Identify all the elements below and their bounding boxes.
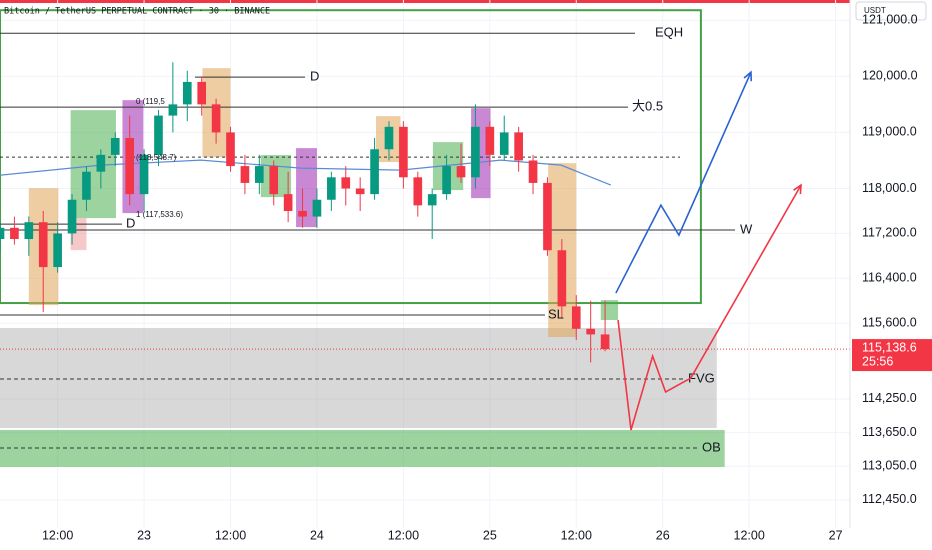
candle-body bbox=[139, 154, 149, 195]
y-tick-label: 115,600.0 bbox=[862, 315, 917, 329]
candle-body bbox=[154, 115, 163, 155]
candle-body bbox=[298, 210, 307, 217]
level-label: SL bbox=[548, 306, 564, 321]
level-label: W bbox=[740, 221, 753, 236]
candle-body bbox=[255, 166, 264, 183]
fib-label: 0 (119,5 bbox=[136, 97, 165, 106]
moving-average bbox=[0, 159, 612, 186]
y-tick-label: 121,000.0 bbox=[862, 12, 918, 26]
candle-body bbox=[528, 160, 538, 183]
currency-button[interactable] bbox=[855, 1, 927, 21]
y-tick-label: 113,050.0 bbox=[862, 459, 917, 473]
y-tick-label: 113,650.0 bbox=[862, 425, 917, 439]
y-tick-label: 117,200.0 bbox=[862, 226, 917, 240]
box bbox=[70, 110, 116, 219]
price-axis-panel bbox=[850, 0, 932, 550]
level-label: D bbox=[310, 69, 319, 84]
arrow-head bbox=[793, 183, 802, 195]
candle-body bbox=[110, 138, 120, 155]
chart-title: Bitcoin / TetherUS PERPETUAL CONTRACT · … bbox=[4, 7, 270, 17]
top-border bbox=[0, 0, 850, 3]
candle-body bbox=[586, 328, 595, 335]
x-tick-label: 12:00 bbox=[388, 528, 419, 542]
candle-body bbox=[182, 81, 192, 105]
box bbox=[600, 300, 619, 321]
plot: EQH D 大0.5 D W SL FVG OB 0 (119,5 (118,548.7) 1 (1… bbox=[0, 0, 850, 528]
level-label: 大0.5 bbox=[632, 99, 663, 114]
projection bbox=[617, 184, 802, 431]
candle-body bbox=[471, 126, 480, 178]
candle-body bbox=[485, 126, 495, 155]
candle-body bbox=[0, 227, 5, 240]
zone bbox=[0, 9, 702, 305]
y-tick-label: 120,000.0 bbox=[862, 69, 918, 83]
fib-label: 1 (117,533.6) bbox=[136, 210, 183, 219]
candle-body bbox=[600, 334, 610, 350]
level-label: D bbox=[126, 216, 135, 231]
candle-body bbox=[341, 177, 351, 189]
candle-body bbox=[211, 104, 221, 133]
level-label: OB bbox=[702, 439, 721, 454]
y-tick-label: 119,000.0 bbox=[862, 125, 917, 139]
fib-label: (118,548.7) bbox=[136, 153, 177, 162]
y-tick-label: 112,450.0 bbox=[862, 492, 917, 506]
x-tick-label: 27 bbox=[829, 528, 843, 542]
currency[interactable]: USDT bbox=[864, 6, 886, 15]
price-tag-label: 115,138.6 bbox=[862, 340, 917, 354]
x-tick-label: 25 bbox=[483, 528, 497, 542]
x-tick-label: 12:00 bbox=[215, 528, 246, 542]
candle-body bbox=[312, 199, 322, 217]
candle-body bbox=[413, 177, 423, 206]
x-tick-label: 12:00 bbox=[42, 528, 73, 542]
candle-body bbox=[384, 126, 394, 150]
candle-body bbox=[557, 250, 567, 307]
candle-body bbox=[197, 81, 207, 105]
candle-body bbox=[370, 149, 379, 195]
candle-body bbox=[327, 177, 336, 200]
candle-body bbox=[399, 126, 408, 178]
x-tick-label: 12:00 bbox=[561, 528, 592, 542]
candle-body bbox=[514, 132, 523, 161]
arrow-head bbox=[743, 70, 753, 82]
candle-body bbox=[427, 194, 437, 206]
candle-body bbox=[283, 194, 293, 211]
candle-body bbox=[442, 166, 451, 195]
candle-body bbox=[240, 166, 250, 183]
x-tick-label: 23 bbox=[137, 528, 151, 542]
candle-body bbox=[10, 227, 19, 240]
candle-body bbox=[82, 171, 91, 200]
y-tick-label: 116,400.0 bbox=[862, 271, 917, 285]
candle-body bbox=[38, 222, 48, 268]
y-tick-label: 118,000.0 bbox=[862, 181, 917, 195]
candle-body bbox=[226, 132, 235, 167]
candle-body bbox=[125, 138, 134, 195]
candle-body bbox=[53, 233, 62, 268]
candle-body bbox=[168, 104, 178, 116]
projection bbox=[615, 71, 752, 294]
candle-body bbox=[269, 166, 279, 195]
candle-body bbox=[499, 132, 509, 155]
x-tick-label: 12:00 bbox=[734, 528, 765, 542]
x-tick-label: 26 bbox=[656, 528, 670, 542]
candle-body bbox=[355, 188, 365, 195]
y-tick-label: 114,250.0 bbox=[862, 391, 917, 405]
candle-body bbox=[67, 199, 77, 234]
candle-body bbox=[456, 166, 466, 178]
candle-body bbox=[24, 222, 34, 240]
level-label: EQH bbox=[655, 25, 683, 40]
countdown: 25:56 bbox=[862, 354, 893, 368]
candle-body bbox=[571, 306, 581, 329]
zone bbox=[0, 328, 717, 429]
x-tick-label: 24 bbox=[310, 528, 324, 542]
price-tag bbox=[852, 339, 932, 372]
level-label: FVG bbox=[688, 370, 715, 385]
candle-body bbox=[96, 154, 106, 172]
candle-body bbox=[543, 182, 552, 251]
